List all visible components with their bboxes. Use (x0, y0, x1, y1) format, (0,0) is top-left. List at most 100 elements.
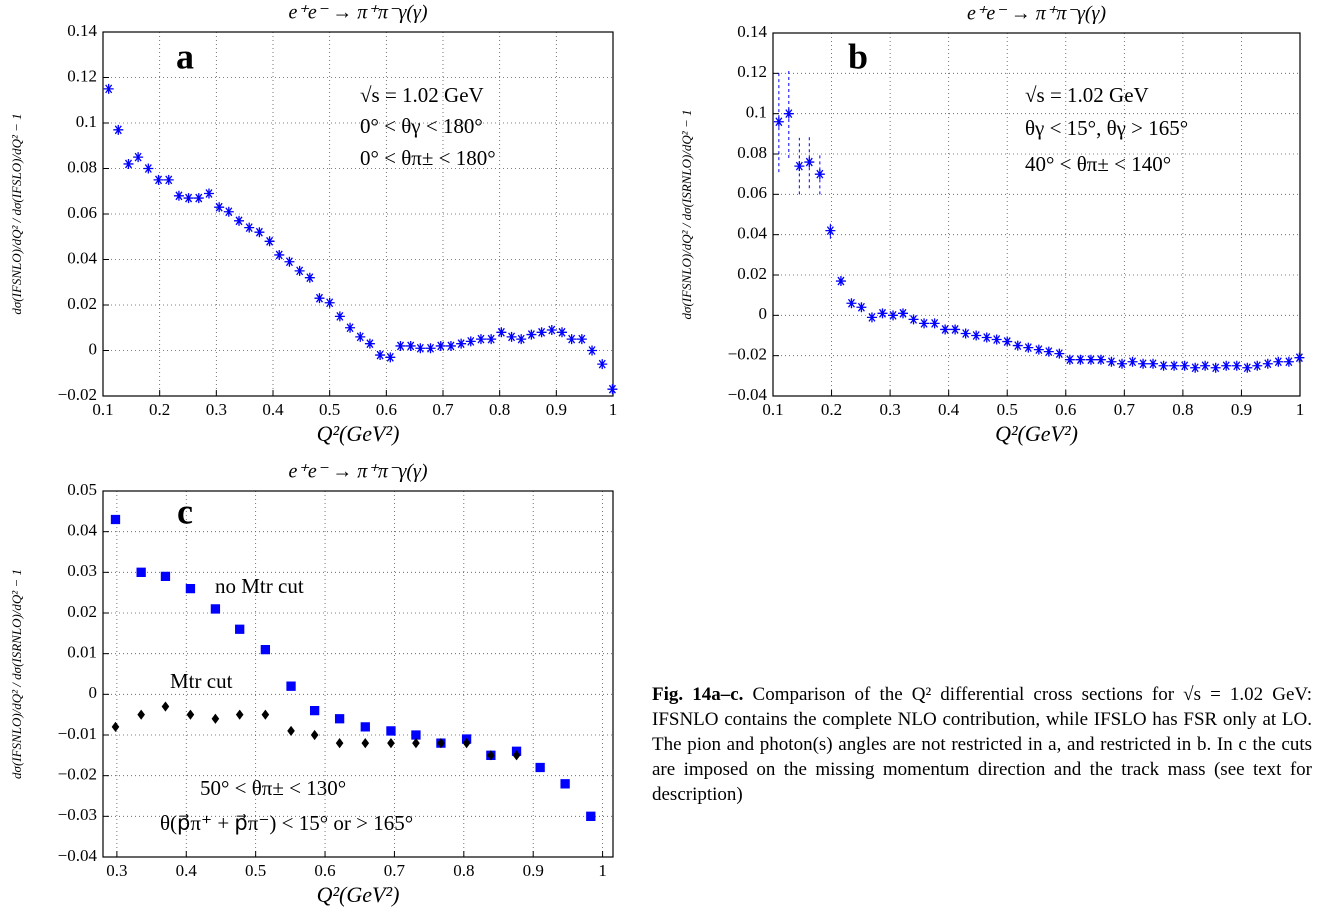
data-point (1138, 358, 1149, 369)
data-point (185, 583, 196, 594)
data-point (261, 709, 270, 720)
data-point (1127, 356, 1138, 367)
y-tick-label: −0.04 (58, 846, 98, 865)
series-label: Mtr cut (170, 669, 233, 693)
y-tick-label: −0.02 (58, 385, 97, 404)
y-tick-label: 0.05 (67, 480, 97, 499)
caption-text: Comparison of the Q² differential cross … (652, 684, 1312, 805)
data-point (991, 334, 1002, 345)
x-tick-label: 0.4 (176, 861, 198, 880)
x-tick-label: 1 (609, 400, 618, 419)
data-point (1095, 354, 1106, 365)
annotation: √s = 1.02 GeV (1025, 83, 1149, 107)
y-tick-label: −0.03 (58, 805, 97, 824)
data-point (235, 624, 245, 634)
data-point (1043, 346, 1054, 357)
x-axis-label: Q²(GeV²) (317, 882, 400, 907)
data-point (445, 340, 456, 351)
panel-label: a (176, 36, 194, 76)
x-tick-label: 1 (598, 861, 607, 880)
data-point (940, 324, 951, 335)
data-point (210, 604, 221, 614)
data-point (113, 124, 124, 135)
y-tick-label: 0.04 (67, 521, 97, 540)
data-point (110, 514, 121, 525)
data-point (254, 227, 265, 238)
x-tick-label: 0.3 (206, 400, 227, 419)
data-point (1064, 354, 1075, 365)
plot-frame (102, 490, 614, 858)
data-point (1231, 360, 1242, 371)
data-point (919, 318, 930, 329)
y-tick-label: 0.12 (737, 62, 767, 81)
x-tick-label: 0.8 (1172, 400, 1193, 419)
x-tick-label: 0.2 (821, 400, 842, 419)
data-point (546, 325, 557, 336)
data-point (929, 318, 940, 329)
data-point (173, 190, 184, 201)
annotation: √s = 1.02 GeV (360, 83, 484, 107)
data-point (360, 722, 370, 732)
data-point (211, 713, 220, 724)
data-point (607, 384, 618, 395)
x-tick-label: 0.4 (262, 400, 284, 419)
data-point (415, 343, 426, 354)
annotation: θ(p⃗π⁺ + p⃗π⁻) < 15° or > 165° (160, 811, 413, 835)
y-tick-label: 0.14 (737, 22, 767, 41)
x-tick-label: 0.8 (453, 861, 474, 880)
x-tick-label: 0.1 (762, 400, 783, 419)
caption-label: Fig. 14a–c. (652, 684, 744, 705)
x-tick-label: 0.6 (1055, 400, 1076, 419)
data-point (1252, 360, 1263, 371)
data-point (856, 302, 867, 313)
x-tick-label: 0.9 (523, 861, 544, 880)
x-tick-label: 0.7 (1114, 400, 1136, 419)
data-point (1033, 344, 1044, 355)
y-axis-label: dσ(IFSNLO)/dQ² / dσ(ISRNLO)/dQ² − 1 (679, 110, 694, 320)
x-tick-label: 0.5 (997, 400, 1018, 419)
y-tick-label: 0.04 (67, 248, 97, 267)
y-tick-label: 0.02 (67, 602, 97, 621)
data-point (566, 334, 577, 345)
data-point (153, 174, 164, 185)
data-point (597, 359, 608, 370)
y-axis-label: dσ(IFSNLO)/dQ² / dσ(ISRNLO)/dQ² − 1 (9, 569, 24, 779)
data-point (535, 762, 545, 773)
data-point (123, 158, 134, 169)
data-point (465, 336, 476, 347)
data-point (405, 340, 416, 351)
data-point (825, 225, 836, 236)
x-tick-label: 0.8 (489, 400, 510, 419)
y-tick-label: 0.14 (67, 21, 97, 40)
y-tick-label: 0.02 (67, 294, 97, 313)
data-point (304, 272, 315, 283)
plot-frame (102, 31, 614, 397)
data-point (387, 738, 395, 749)
chart-title: e⁺e⁻ → π⁺π⁻γ(γ) (967, 3, 1106, 25)
x-tick-label: 0.3 (106, 861, 127, 880)
chart-title: e⁺e⁻ → π⁺π⁻γ(γ) (288, 461, 427, 483)
data-point (981, 332, 992, 343)
data-point (386, 726, 396, 736)
annotation: θγ < 15°, θγ > 165° (1025, 116, 1188, 140)
data-point (183, 193, 194, 204)
annotation: 50° < θπ± < 130° (200, 776, 346, 800)
data-point (1190, 362, 1201, 373)
data-point (203, 188, 214, 199)
data-point (161, 701, 170, 712)
data-point (586, 811, 596, 821)
data-point (294, 265, 305, 276)
y-tick-label: 0.06 (67, 203, 97, 222)
data-point (486, 334, 497, 345)
data-point (364, 338, 375, 349)
data-point (1262, 358, 1273, 369)
x-tick-label: 0.9 (1231, 400, 1252, 419)
annotation: 0° < θγ < 180° (360, 114, 483, 138)
data-point (284, 256, 295, 267)
data-point (274, 249, 285, 260)
data-point (512, 750, 521, 761)
data-point (244, 222, 255, 233)
data-point (971, 330, 982, 341)
data-point (576, 334, 587, 345)
